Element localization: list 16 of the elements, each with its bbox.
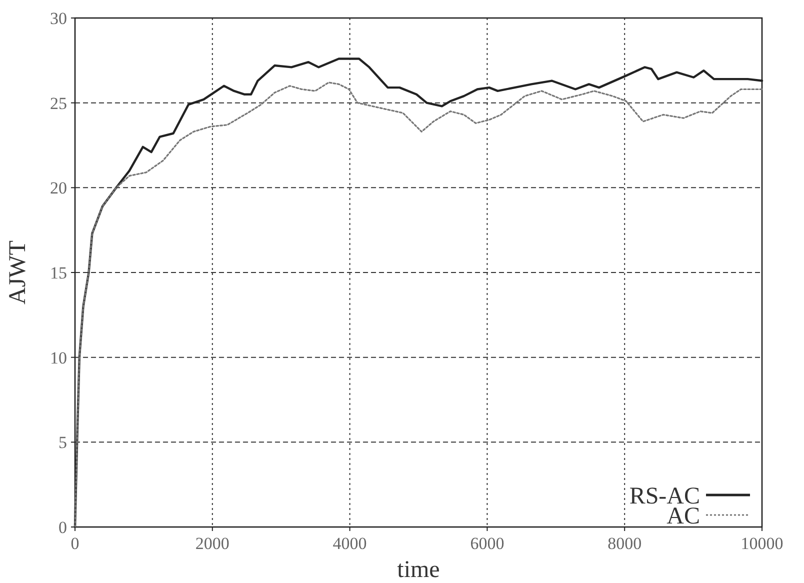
legend-label: AC: [666, 503, 700, 530]
y-tick-label: 25: [50, 94, 67, 113]
x-tick-label: 6000: [470, 534, 504, 553]
x-tick-label: 2000: [195, 534, 230, 553]
y-axis-title: AJWT: [5, 240, 31, 304]
y-tick-label: 15: [50, 263, 67, 282]
y-tick-label: 0: [58, 518, 67, 537]
y-tick-label: 10: [50, 348, 67, 368]
y-tick-label: 5: [58, 433, 67, 452]
x-tick-label: 10000: [740, 534, 784, 553]
y-tick-label: 30: [50, 8, 67, 28]
y-tick-label: 20: [50, 178, 67, 198]
x-tick-label: 0: [70, 534, 80, 553]
x-tick-label: 4000: [332, 534, 367, 553]
x-axis-title: time: [397, 557, 440, 583]
x-tick-label: 8000: [608, 534, 642, 553]
